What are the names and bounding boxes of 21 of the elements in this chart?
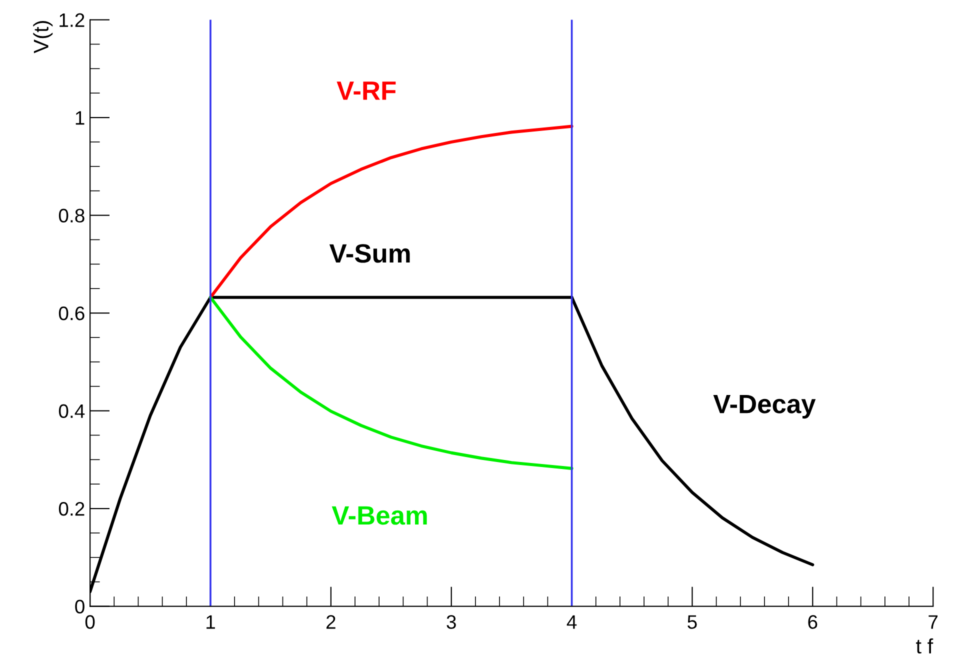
- x-tick-label: 0: [85, 615, 95, 629]
- text: V-RF: [336, 82, 396, 100]
- y-axis-title: V(t): [33, 21, 53, 54]
- y-tick-label: 0.6: [58, 306, 84, 320]
- x-tick-label: 2: [326, 615, 336, 629]
- series-label: V-Sum: [329, 244, 410, 263]
- x-tick-label: 5: [688, 615, 697, 629]
- y-tick-label: 1: [76, 111, 84, 125]
- x-axis-title: t f: [916, 638, 934, 654]
- x-tick-label: 1: [206, 615, 215, 629]
- x-tick-label: 6: [808, 615, 818, 629]
- y-tick-label: 1.2: [60, 13, 84, 27]
- y-tick-label: 0: [75, 600, 84, 614]
- y-tick-label: 0.8: [58, 208, 84, 223]
- x-tick-label: 7: [928, 615, 938, 629]
- text: V-Beam: [332, 506, 427, 525]
- y-tick-label: 0.4: [58, 404, 85, 418]
- x-tick-label: 4: [566, 615, 577, 629]
- y-tick-label: 0.2: [58, 502, 84, 516]
- x-tick-label: 3: [446, 615, 456, 629]
- text: V-Decay: [713, 394, 816, 419]
